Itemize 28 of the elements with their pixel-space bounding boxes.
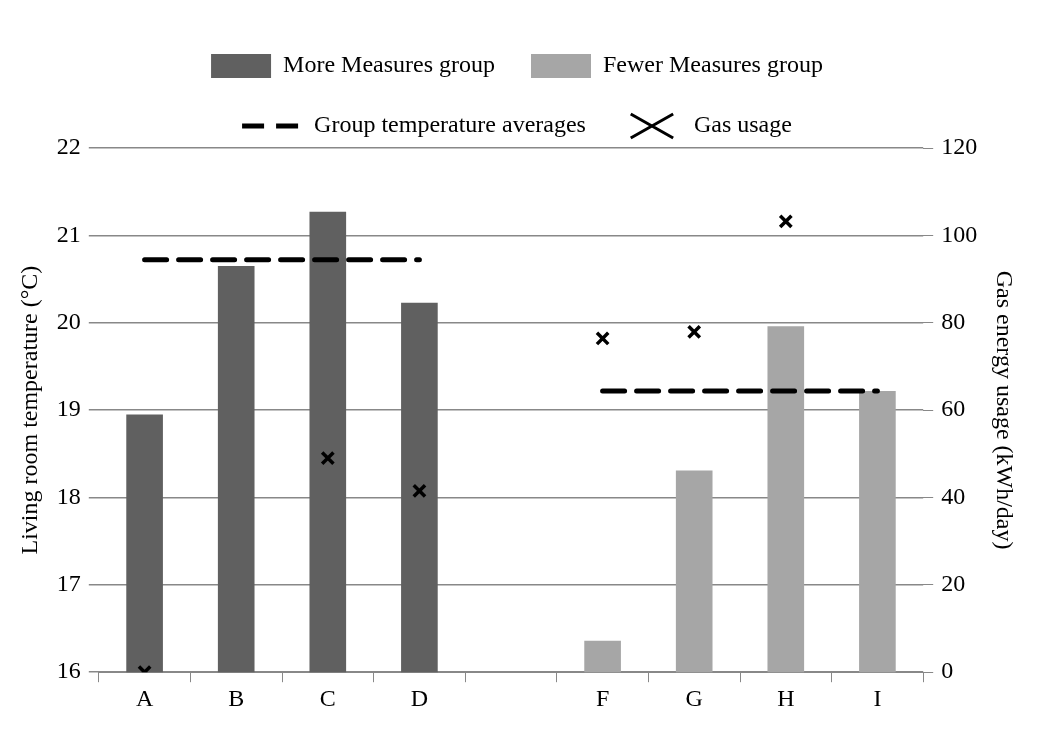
legend-label: Group temperature averages — [314, 111, 586, 138]
legend-label: More Measures group — [283, 51, 496, 78]
x-tick-label: F — [595, 684, 610, 711]
y-tick-label: 20 — [56, 308, 81, 335]
legend-label: Gas usage — [693, 111, 792, 138]
y-tick-label: 22 — [56, 133, 81, 160]
y2-tick-label: 80 — [941, 308, 966, 335]
y-tick-label: 17 — [56, 570, 81, 597]
y2-tick-label: 60 — [941, 395, 966, 422]
y2-tick-label: 0 — [941, 657, 954, 684]
y-tick-label: 16 — [56, 657, 81, 684]
y2-tick-label: 40 — [941, 482, 966, 509]
x-tick-label: A — [135, 684, 154, 711]
y2-tick-label: 120 — [941, 133, 978, 160]
x-tick-label: G — [685, 684, 703, 711]
x-tick-label: I — [873, 684, 882, 711]
x-tick-label: D — [410, 684, 429, 711]
y-tick-label: 19 — [56, 395, 81, 422]
y2-axis-title: Gas energy usage (kWh/day) — [992, 270, 1019, 550]
y-tick-label: 18 — [56, 482, 81, 509]
y2-tick-label: 100 — [941, 220, 978, 247]
y-axis-title: Living room temperature (°C) — [15, 265, 42, 555]
x-tick-label: B — [228, 684, 245, 711]
y-tick-label: 21 — [56, 220, 81, 247]
x-tick-label: H — [777, 684, 795, 711]
y2-tick-label: 20 — [941, 570, 966, 597]
legend-label: Fewer Measures group — [603, 51, 823, 78]
x-tick-label: C — [319, 684, 336, 711]
